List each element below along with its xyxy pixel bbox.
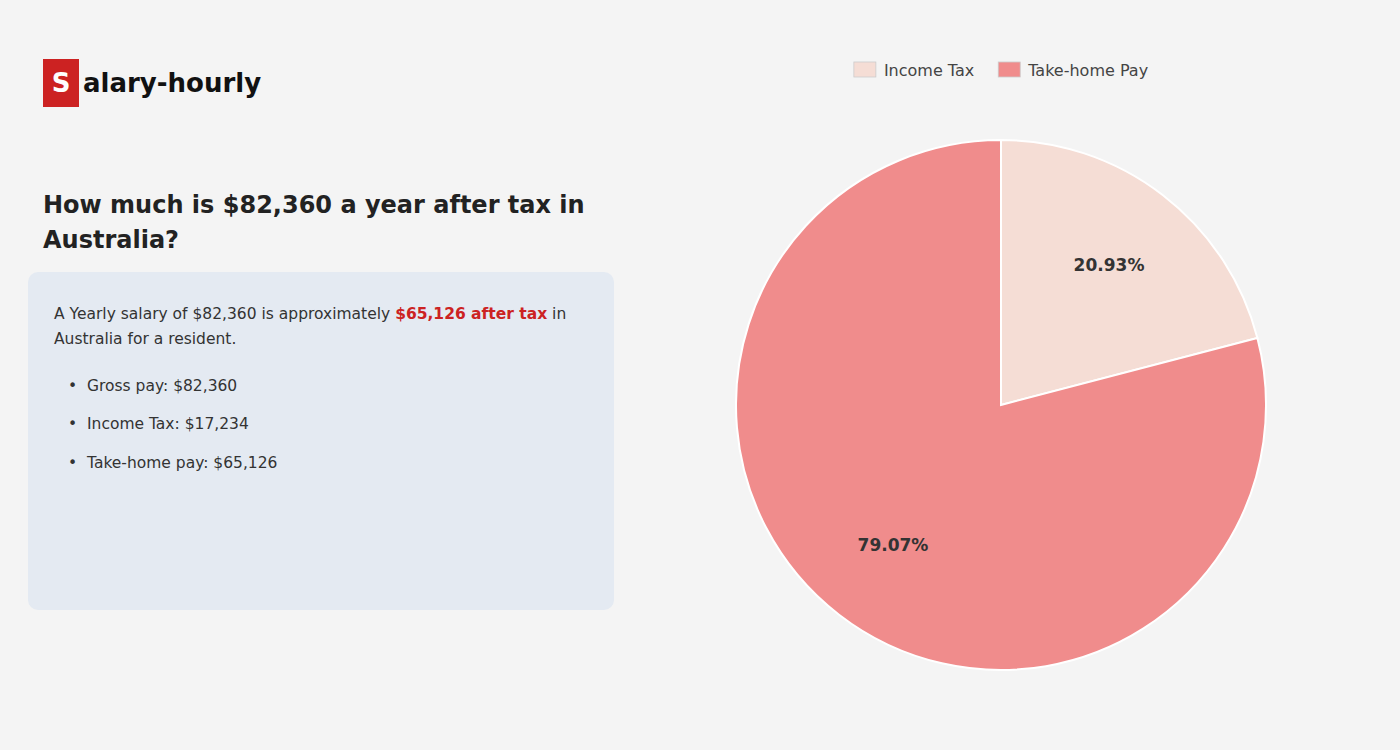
pie-panel: 20.93% 79.07% Income Tax Take-home Pay [637, 30, 1365, 720]
title: How much is $82,360 a year after tax in … [43, 188, 613, 258]
text-panel: Salary-hourly How much is $82,360 a year … [0, 0, 637, 750]
legend-label: Take-home Pay [1027, 61, 1148, 80]
legend-swatch [854, 62, 876, 77]
legend-label: Income Tax [884, 61, 974, 80]
info-box: A Yearly salary of $82,360 is approximat… [28, 272, 614, 610]
info-text: Australia for a resident. [54, 330, 236, 348]
bullet-item: • Income Tax: $17,234 [68, 412, 596, 437]
slice-labels: 20.93% 79.07% [858, 255, 1145, 555]
legend-item: Income Tax [854, 61, 974, 80]
logo-text: alary-hourly [83, 68, 261, 98]
bullet-list: • Gross pay: $82,360 • Income Tax: $17,23… [54, 374, 596, 476]
info-text: A Yearly salary of $82,360 is approximat… [54, 305, 395, 323]
pie-chart: 20.93% 79.07% Income Tax Take-home Pay [637, 30, 1365, 720]
pie-slice [736, 140, 1266, 670]
legend-swatch [998, 62, 1020, 77]
logo: Salary-hourly [43, 58, 261, 108]
data-label: 20.93% [1074, 255, 1145, 275]
legend: Income Tax Take-home Pay [854, 61, 1148, 80]
slices [736, 140, 1266, 670]
data-label: 79.07% [858, 535, 929, 555]
info-highlight: $65,126 after tax [395, 305, 547, 323]
legend-item: Take-home Pay [998, 61, 1148, 80]
logo-letter: S [43, 59, 79, 107]
info-line: A Yearly salary of $82,360 is approximat… [54, 302, 596, 327]
info-text: in [547, 305, 566, 323]
info-line: Australia for a resident. [54, 327, 596, 352]
bullet-item: • Gross pay: $82,360 [68, 374, 596, 399]
bullet-item: • Take-home pay: $65,126 [68, 451, 596, 476]
